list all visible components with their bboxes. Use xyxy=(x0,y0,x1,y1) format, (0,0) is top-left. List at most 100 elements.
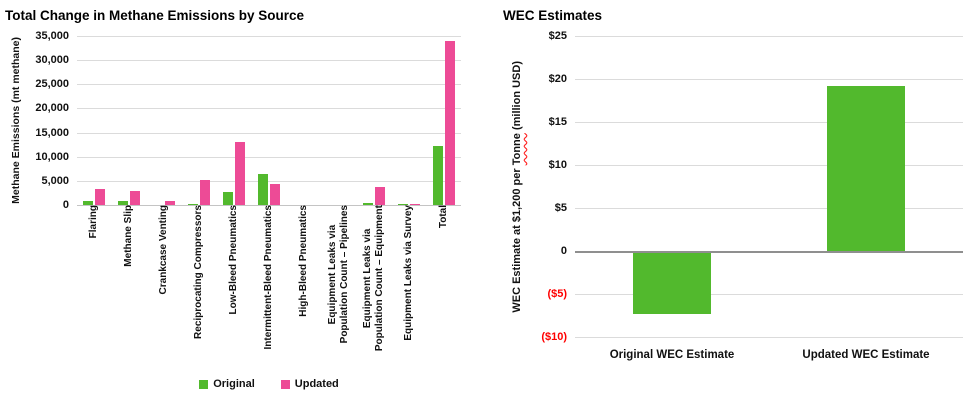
bar-original xyxy=(362,202,373,205)
bar-original xyxy=(118,201,129,205)
y-tick-label: $20 xyxy=(548,73,567,85)
legend-item-original: Original xyxy=(199,378,255,390)
methane-legend: Original Updated xyxy=(77,371,461,397)
gridline xyxy=(77,108,461,110)
bar-updated xyxy=(269,184,280,205)
legend-item-updated: Updated xyxy=(280,378,339,390)
bar-original xyxy=(223,191,234,205)
gridline xyxy=(77,60,461,62)
wec-x-label: Original WEC Estimate xyxy=(609,349,735,361)
y-tick-label: $15 xyxy=(548,116,567,128)
wec-bar-original xyxy=(633,251,711,314)
wec-x-axis-labels: Original WEC Estimate Updated WEC Estimat… xyxy=(575,337,963,381)
x-category: Flaring xyxy=(77,205,112,371)
category-group xyxy=(252,36,287,205)
y-tick-label: 30,000 xyxy=(35,54,69,67)
category-group xyxy=(321,36,356,205)
y-tick-label: 20,000 xyxy=(35,102,69,115)
wec-chart-area: WEC Estimate at $1,200 per Tonne (millio… xyxy=(503,30,975,381)
y-tick-label: 15,000 xyxy=(35,126,69,139)
gridline xyxy=(575,294,963,295)
y-tick-label: 25,000 xyxy=(35,78,69,91)
gridline xyxy=(77,205,461,206)
bar-groups xyxy=(77,36,461,205)
x-category: Equipment Leaks via Population Count – E… xyxy=(356,205,391,371)
bar-updated xyxy=(95,188,106,205)
gridline xyxy=(77,84,461,86)
category-group xyxy=(147,36,182,205)
x-category-label: Methane Slip xyxy=(123,205,135,267)
methane-y-axis-title: Methane Emissions (mt methane) xyxy=(10,37,22,204)
wec-y-axis-title-part1: WEC Estimate at $1,200 per xyxy=(511,164,523,313)
bar-original xyxy=(397,204,408,205)
category-group xyxy=(426,36,461,205)
x-category-label: High-Bleed Pneumatics xyxy=(297,205,309,317)
gridline xyxy=(77,156,461,158)
y-tick-label: ($5) xyxy=(547,288,567,300)
y-tick-label: $25 xyxy=(548,30,567,42)
x-category: High-Bleed Pneumatics xyxy=(286,205,321,371)
x-category: Equipment Leaks via Survey xyxy=(391,205,426,371)
x-category: Total xyxy=(426,205,461,371)
category-group xyxy=(286,36,321,205)
methane-y-axis-ticks: 35,000 30,000 25,000 20,000 15,000 10,000 5,00… xyxy=(27,30,77,211)
y-tick-label: ($10) xyxy=(541,331,567,343)
bar-original xyxy=(432,146,443,205)
bar-updated xyxy=(409,203,420,205)
bar-updated xyxy=(130,191,141,205)
bar-original xyxy=(257,173,268,205)
y-tick-label: 10,000 xyxy=(35,150,69,163)
methane-chart-title: Total Change in Methane Emissions by Sou… xyxy=(5,8,305,23)
category-group xyxy=(391,36,426,205)
y-tick-label: 5,000 xyxy=(41,174,69,187)
x-category-label: Equipment Leaks via Population Count – E… xyxy=(361,205,385,352)
x-category-label: Equipment Leaks via Survey xyxy=(402,205,414,341)
gridline xyxy=(77,36,461,37)
gridline xyxy=(77,132,461,134)
x-category-label: Intermittent-Bleed Pneumatics xyxy=(262,205,274,350)
gridline xyxy=(575,208,963,209)
gridline xyxy=(575,79,963,80)
wec-plot xyxy=(575,36,963,338)
category-group xyxy=(182,36,217,205)
category-group xyxy=(77,36,112,205)
bar-original xyxy=(83,201,94,205)
bar-updated xyxy=(374,187,385,205)
legend-swatch xyxy=(280,379,290,389)
y-tick-label: 0 xyxy=(62,199,69,211)
legend-label: Original xyxy=(213,378,255,390)
gridline xyxy=(77,180,461,182)
bar-updated xyxy=(200,179,211,205)
gridline xyxy=(575,165,963,166)
gridline xyxy=(575,36,963,37)
x-category-label: Flaring xyxy=(88,205,100,239)
legend-label: Updated xyxy=(294,378,339,390)
bar-updated xyxy=(165,200,176,205)
x-category-label: Reciprocating Compressors xyxy=(193,205,205,339)
y-tick-label: 35,000 xyxy=(35,30,69,42)
wec-y-axis-title: WEC Estimate at $1,200 per Tonne (millio… xyxy=(511,61,523,313)
x-category: Reciprocating Compressors xyxy=(182,205,217,371)
zero-axis-line xyxy=(575,251,963,253)
wec-bar-updated xyxy=(827,85,905,251)
x-category: Crankcase Venting xyxy=(147,205,182,371)
x-category-label: Equipment Leaks via Population Count – P… xyxy=(326,205,350,344)
wec-x-label: Updated WEC Estimate xyxy=(802,349,930,361)
category-group xyxy=(217,36,252,205)
y-tick-label: $5 xyxy=(554,202,567,214)
x-category: Low-Bleed Pneumatics xyxy=(217,205,252,371)
x-category: Methane Slip xyxy=(112,205,147,371)
wec-y-axis-ticks: $25 $20 $15 $10 $5 0 ($5) ($10) xyxy=(531,30,575,343)
bar-updated xyxy=(444,40,455,205)
gridline xyxy=(575,337,963,338)
wec-y-axis-title-part2: (million USD) xyxy=(511,60,523,133)
x-category-label: Total xyxy=(437,205,449,229)
wec-y-axis-title-cell: WEC Estimate at $1,200 per Tonne (millio… xyxy=(503,36,531,337)
category-group xyxy=(112,36,147,205)
wec-chart-panel: WEC Estimates WEC Estimate at $1,200 per… xyxy=(487,0,975,405)
methane-plot xyxy=(77,36,461,206)
methane-chart-panel: Total Change in Methane Emissions by Sou… xyxy=(0,0,487,405)
wec-y-axis-title-misspelled-word: Tonne xyxy=(511,132,523,165)
gridline xyxy=(575,122,963,123)
x-category: Intermittent-Bleed Pneumatics xyxy=(252,205,287,371)
